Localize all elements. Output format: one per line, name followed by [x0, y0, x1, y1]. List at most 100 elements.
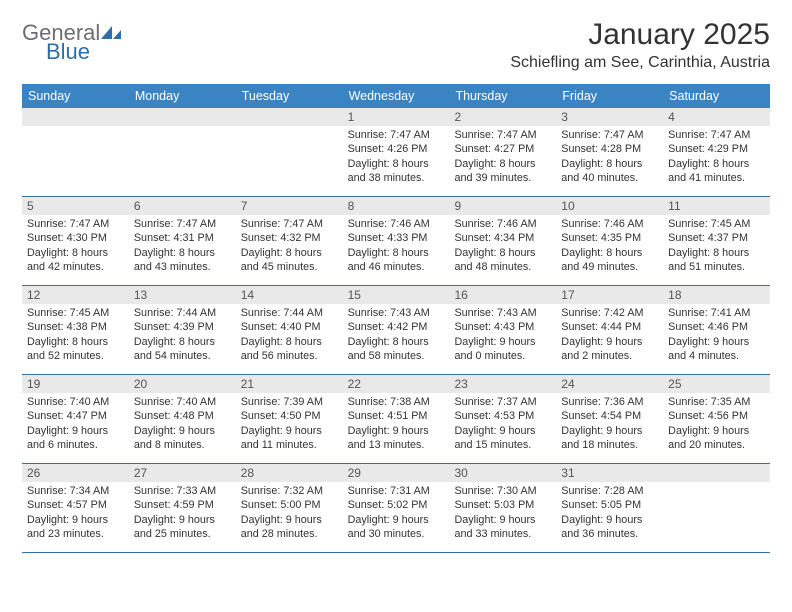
daylight-text-1: Daylight: 9 hours	[454, 424, 551, 438]
day-number: 16	[449, 286, 556, 304]
sunset-text: Sunset: 5:02 PM	[348, 498, 445, 512]
weekday-header-thursday: Thursday	[449, 84, 556, 108]
logo-text-blue: Blue	[46, 39, 90, 64]
weekday-header-tuesday: Tuesday	[236, 84, 343, 108]
sunrise-text: Sunrise: 7:47 AM	[241, 217, 338, 231]
day-number: 23	[449, 375, 556, 393]
sunrise-text: Sunrise: 7:43 AM	[348, 306, 445, 320]
day-cell: 4Sunrise: 7:47 AMSunset: 4:29 PMDaylight…	[663, 108, 770, 196]
sunset-text: Sunset: 4:37 PM	[668, 231, 765, 245]
day-content: Sunrise: 7:31 AMSunset: 5:02 PMDaylight:…	[343, 482, 450, 545]
sunset-text: Sunset: 5:00 PM	[241, 498, 338, 512]
daylight-text-1: Daylight: 8 hours	[561, 157, 658, 171]
sunset-text: Sunset: 4:53 PM	[454, 409, 551, 423]
day-content: Sunrise: 7:46 AMSunset: 4:34 PMDaylight:…	[449, 215, 556, 278]
sunset-text: Sunset: 5:03 PM	[454, 498, 551, 512]
day-number: 9	[449, 197, 556, 215]
day-content: Sunrise: 7:44 AMSunset: 4:39 PMDaylight:…	[129, 304, 236, 367]
daylight-text-2: and 2 minutes.	[561, 349, 658, 363]
day-cell: 19Sunrise: 7:40 AMSunset: 4:47 PMDayligh…	[22, 375, 129, 463]
day-number: 30	[449, 464, 556, 482]
daylight-text-2: and 46 minutes.	[348, 260, 445, 274]
sunrise-text: Sunrise: 7:41 AM	[668, 306, 765, 320]
daylight-text-1: Daylight: 8 hours	[241, 246, 338, 260]
day-cell: 11Sunrise: 7:45 AMSunset: 4:37 PMDayligh…	[663, 197, 770, 285]
day-cell: 22Sunrise: 7:38 AMSunset: 4:51 PMDayligh…	[343, 375, 450, 463]
day-number: 7	[236, 197, 343, 215]
logo: General Blue	[22, 18, 123, 68]
day-cell: 25Sunrise: 7:35 AMSunset: 4:56 PMDayligh…	[663, 375, 770, 463]
sunset-text: Sunset: 4:29 PM	[668, 142, 765, 156]
daylight-text-2: and 23 minutes.	[27, 527, 124, 541]
daylight-text-2: and 58 minutes.	[348, 349, 445, 363]
daylight-text-1: Daylight: 8 hours	[454, 157, 551, 171]
day-number: 2	[449, 108, 556, 126]
daylight-text-1: Daylight: 9 hours	[454, 513, 551, 527]
day-number: 12	[22, 286, 129, 304]
day-content: Sunrise: 7:42 AMSunset: 4:44 PMDaylight:…	[556, 304, 663, 367]
sunset-text: Sunset: 4:46 PM	[668, 320, 765, 334]
daylight-text-1: Daylight: 8 hours	[348, 157, 445, 171]
sunrise-text: Sunrise: 7:47 AM	[668, 128, 765, 142]
day-content: Sunrise: 7:47 AMSunset: 4:32 PMDaylight:…	[236, 215, 343, 278]
day-content: Sunrise: 7:32 AMSunset: 5:00 PMDaylight:…	[236, 482, 343, 545]
daylight-text-1: Daylight: 9 hours	[454, 335, 551, 349]
weekday-header-row: Sunday Monday Tuesday Wednesday Thursday…	[22, 84, 770, 108]
sunrise-text: Sunrise: 7:36 AM	[561, 395, 658, 409]
sunset-text: Sunset: 4:43 PM	[454, 320, 551, 334]
daylight-text-1: Daylight: 8 hours	[561, 246, 658, 260]
daylight-text-1: Daylight: 8 hours	[241, 335, 338, 349]
title-block: January 2025 Schiefling am See, Carinthi…	[510, 18, 770, 72]
day-cell: 17Sunrise: 7:42 AMSunset: 4:44 PMDayligh…	[556, 286, 663, 374]
day-number: 14	[236, 286, 343, 304]
week-row: 26Sunrise: 7:34 AMSunset: 4:57 PMDayligh…	[22, 464, 770, 553]
sunset-text: Sunset: 4:38 PM	[27, 320, 124, 334]
sunrise-text: Sunrise: 7:46 AM	[561, 217, 658, 231]
day-content: Sunrise: 7:28 AMSunset: 5:05 PMDaylight:…	[556, 482, 663, 545]
daylight-text-2: and 4 minutes.	[668, 349, 765, 363]
daylight-text-1: Daylight: 8 hours	[668, 157, 765, 171]
day-content: Sunrise: 7:47 AMSunset: 4:31 PMDaylight:…	[129, 215, 236, 278]
daylight-text-2: and 18 minutes.	[561, 438, 658, 452]
daylight-text-1: Daylight: 8 hours	[27, 246, 124, 260]
day-cell: 23Sunrise: 7:37 AMSunset: 4:53 PMDayligh…	[449, 375, 556, 463]
day-cell: 21Sunrise: 7:39 AMSunset: 4:50 PMDayligh…	[236, 375, 343, 463]
daylight-text-2: and 8 minutes.	[134, 438, 231, 452]
month-title: January 2025	[510, 18, 770, 52]
day-content: Sunrise: 7:40 AMSunset: 4:47 PMDaylight:…	[22, 393, 129, 456]
calendar-page: General Blue January 2025 Schiefling am …	[0, 0, 792, 563]
week-row: 1Sunrise: 7:47 AMSunset: 4:26 PMDaylight…	[22, 108, 770, 197]
day-cell	[129, 108, 236, 196]
sunset-text: Sunset: 4:42 PM	[348, 320, 445, 334]
day-number: 27	[129, 464, 236, 482]
sunrise-text: Sunrise: 7:40 AM	[27, 395, 124, 409]
day-content	[663, 482, 770, 488]
daylight-text-2: and 20 minutes.	[668, 438, 765, 452]
weekday-header-sunday: Sunday	[22, 84, 129, 108]
sunrise-text: Sunrise: 7:35 AM	[668, 395, 765, 409]
day-cell: 20Sunrise: 7:40 AMSunset: 4:48 PMDayligh…	[129, 375, 236, 463]
day-cell: 15Sunrise: 7:43 AMSunset: 4:42 PMDayligh…	[343, 286, 450, 374]
sunrise-text: Sunrise: 7:46 AM	[348, 217, 445, 231]
day-content: Sunrise: 7:46 AMSunset: 4:33 PMDaylight:…	[343, 215, 450, 278]
sunrise-text: Sunrise: 7:42 AM	[561, 306, 658, 320]
day-content: Sunrise: 7:35 AMSunset: 4:56 PMDaylight:…	[663, 393, 770, 456]
sunset-text: Sunset: 4:35 PM	[561, 231, 658, 245]
day-number: 22	[343, 375, 450, 393]
day-cell: 9Sunrise: 7:46 AMSunset: 4:34 PMDaylight…	[449, 197, 556, 285]
sunset-text: Sunset: 4:51 PM	[348, 409, 445, 423]
day-cell: 6Sunrise: 7:47 AMSunset: 4:31 PMDaylight…	[129, 197, 236, 285]
page-header: General Blue January 2025 Schiefling am …	[22, 18, 770, 72]
daylight-text-2: and 15 minutes.	[454, 438, 551, 452]
daylight-text-2: and 28 minutes.	[241, 527, 338, 541]
day-cell: 31Sunrise: 7:28 AMSunset: 5:05 PMDayligh…	[556, 464, 663, 552]
day-cell: 2Sunrise: 7:47 AMSunset: 4:27 PMDaylight…	[449, 108, 556, 196]
sunset-text: Sunset: 4:27 PM	[454, 142, 551, 156]
day-cell	[663, 464, 770, 552]
daylight-text-2: and 42 minutes.	[27, 260, 124, 274]
sunrise-text: Sunrise: 7:44 AM	[134, 306, 231, 320]
day-content: Sunrise: 7:45 AMSunset: 4:37 PMDaylight:…	[663, 215, 770, 278]
daylight-text-2: and 48 minutes.	[454, 260, 551, 274]
day-number: 20	[129, 375, 236, 393]
day-number: 11	[663, 197, 770, 215]
